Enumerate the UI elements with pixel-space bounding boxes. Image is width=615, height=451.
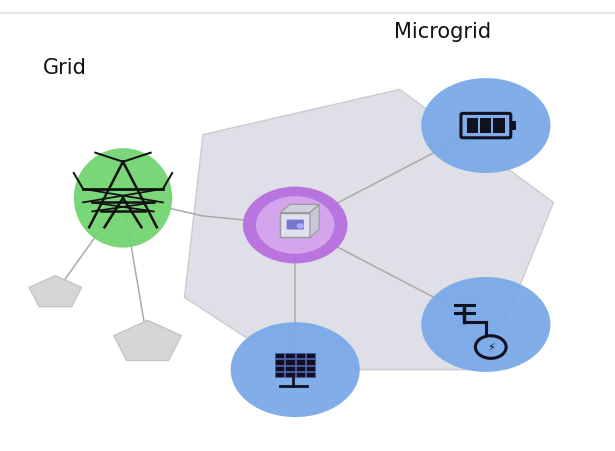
Text: ⚡: ⚡ bbox=[487, 342, 494, 352]
Circle shape bbox=[243, 187, 347, 264]
Circle shape bbox=[421, 79, 550, 174]
FancyBboxPatch shape bbox=[480, 119, 491, 134]
FancyBboxPatch shape bbox=[306, 359, 315, 365]
FancyBboxPatch shape bbox=[275, 354, 284, 359]
FancyBboxPatch shape bbox=[287, 220, 304, 230]
FancyBboxPatch shape bbox=[493, 119, 504, 134]
FancyBboxPatch shape bbox=[296, 354, 305, 359]
FancyBboxPatch shape bbox=[296, 359, 305, 365]
FancyBboxPatch shape bbox=[285, 372, 295, 377]
Circle shape bbox=[421, 277, 550, 372]
FancyBboxPatch shape bbox=[306, 366, 315, 371]
FancyBboxPatch shape bbox=[285, 366, 295, 371]
FancyBboxPatch shape bbox=[296, 366, 305, 371]
Ellipse shape bbox=[74, 149, 172, 248]
Circle shape bbox=[231, 322, 360, 417]
FancyBboxPatch shape bbox=[275, 366, 284, 371]
FancyBboxPatch shape bbox=[275, 359, 284, 365]
FancyBboxPatch shape bbox=[280, 213, 310, 238]
FancyBboxPatch shape bbox=[467, 119, 478, 134]
Polygon shape bbox=[114, 321, 181, 361]
Circle shape bbox=[296, 224, 304, 229]
Text: Microgrid: Microgrid bbox=[394, 22, 491, 41]
Circle shape bbox=[256, 197, 335, 254]
FancyBboxPatch shape bbox=[306, 372, 315, 377]
Text: Grid: Grid bbox=[43, 58, 87, 78]
Polygon shape bbox=[184, 90, 554, 370]
Polygon shape bbox=[29, 276, 82, 307]
FancyBboxPatch shape bbox=[509, 121, 515, 131]
FancyBboxPatch shape bbox=[306, 354, 315, 359]
Polygon shape bbox=[280, 205, 319, 213]
FancyBboxPatch shape bbox=[296, 372, 305, 377]
FancyBboxPatch shape bbox=[285, 354, 295, 359]
FancyBboxPatch shape bbox=[275, 372, 284, 377]
FancyBboxPatch shape bbox=[285, 359, 295, 365]
Polygon shape bbox=[310, 205, 319, 238]
